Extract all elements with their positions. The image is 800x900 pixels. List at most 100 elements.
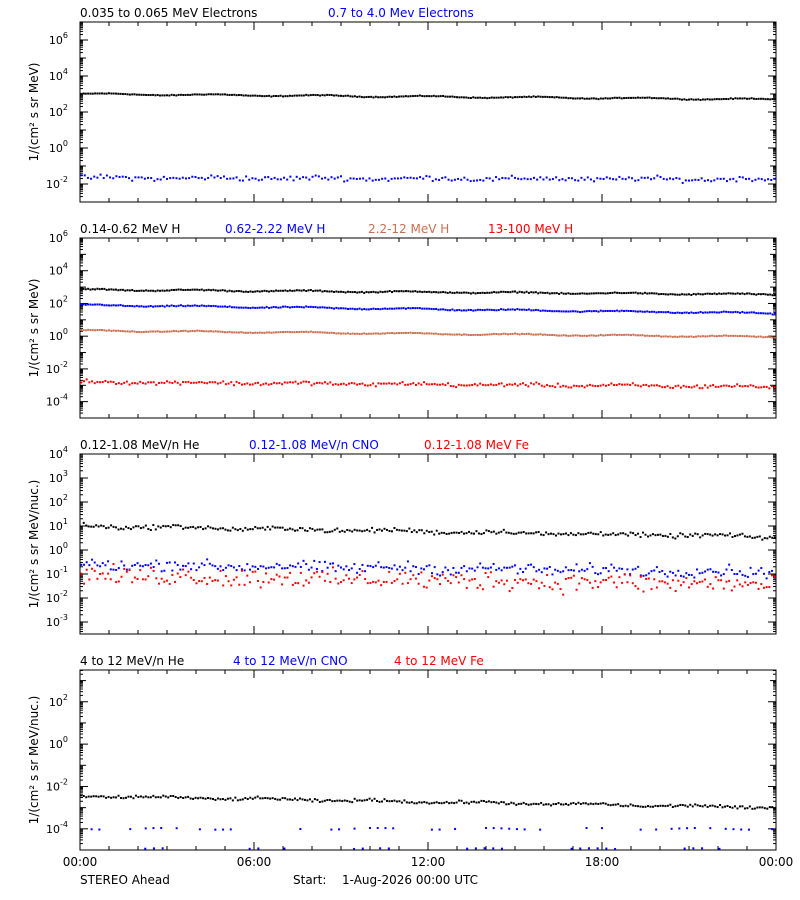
y-axis-label: 1/(cm² s sr MeV): [27, 279, 41, 378]
data-point: [504, 96, 507, 99]
data-point: [370, 332, 373, 335]
data-point: [138, 93, 141, 96]
data-point: [627, 333, 630, 336]
data-point: [500, 569, 503, 572]
data-point: [156, 94, 159, 97]
data-point: [119, 304, 122, 307]
data-point: [112, 329, 115, 332]
data-point: [688, 98, 690, 101]
data-point: [129, 828, 132, 831]
data-point: [676, 335, 679, 338]
data-point: [627, 309, 630, 312]
data-point: [337, 564, 340, 567]
data-point: [108, 329, 110, 332]
data-point: [298, 527, 301, 529]
data-point: [455, 576, 458, 579]
data-point: [518, 290, 521, 293]
data-point: [144, 847, 147, 850]
data-point: [728, 385, 731, 388]
data-point: [460, 530, 463, 533]
data-point: [621, 177, 624, 180]
plot-frame: [79, 237, 777, 419]
data-point: [585, 334, 588, 337]
data-point: [559, 803, 562, 806]
data-point: [335, 332, 338, 335]
data-point: [191, 288, 194, 291]
data-point: [634, 585, 637, 588]
data-point: [344, 94, 347, 97]
data-point: [493, 332, 496, 335]
data-point: [507, 803, 510, 806]
data-point: [607, 384, 610, 386]
data-point: [386, 95, 389, 98]
y-tick-label: 106: [49, 31, 68, 47]
data-point: [711, 804, 714, 807]
data-point: [163, 305, 166, 308]
data-point: [288, 94, 291, 97]
data-point: [773, 575, 776, 578]
data-point: [710, 180, 713, 183]
data-point: [447, 382, 450, 385]
data-point: [134, 525, 137, 528]
data-point: [80, 288, 83, 291]
data-point: [364, 570, 367, 573]
data-point: [337, 307, 340, 310]
data-point: [657, 311, 660, 314]
data-point: [462, 291, 465, 294]
data-point: [89, 92, 92, 95]
data-point: [469, 97, 472, 100]
data-point: [254, 570, 257, 573]
data-point: [160, 826, 163, 829]
data-point: [281, 797, 284, 800]
data-point: [446, 333, 449, 336]
data-point: [396, 568, 399, 571]
data-point: [428, 175, 431, 178]
data-point: [543, 584, 546, 587]
data-point: [662, 97, 665, 100]
data-point: [91, 558, 94, 561]
data-point: [606, 334, 609, 337]
data-point: [542, 178, 545, 181]
data-point: [773, 336, 776, 339]
data-point: [316, 289, 319, 292]
data-point: [701, 534, 704, 537]
data-point: [316, 94, 319, 97]
data-point: [329, 381, 332, 384]
data-point: [352, 177, 355, 180]
data-point: [367, 308, 370, 311]
data-point: [214, 330, 217, 333]
data-point: [669, 803, 672, 806]
data-point: [472, 333, 475, 336]
data-point: [754, 386, 757, 389]
data-point: [186, 330, 189, 333]
data-point: [268, 306, 271, 309]
data-point: [121, 93, 124, 96]
data-point: [727, 98, 730, 101]
data-point: [388, 570, 391, 573]
data-point: [89, 329, 92, 332]
data-point: [299, 381, 302, 384]
data-point: [415, 531, 418, 534]
data-point: [155, 577, 158, 580]
data-point: [128, 93, 131, 96]
data-point: [203, 289, 206, 292]
data-point: [372, 580, 375, 583]
legend-entry: 0.12-1.08 MeV/n He: [80, 438, 199, 452]
data-point: [588, 383, 591, 386]
data-point: [546, 309, 549, 312]
data-point: [139, 569, 142, 572]
data-point: [330, 307, 333, 310]
legend-entry: 13-100 MeV H: [488, 222, 573, 236]
data-point: [530, 582, 533, 585]
legend-entry: 0.14-0.62 MeV H: [80, 222, 180, 236]
data-point: [537, 309, 540, 312]
data-point: [460, 291, 463, 294]
data-point: [596, 177, 599, 180]
data-point: [768, 535, 771, 538]
data-point: [570, 177, 573, 180]
data-point: [473, 383, 476, 386]
data-point: [623, 97, 626, 100]
data-point: [471, 578, 474, 581]
data-point: [748, 805, 751, 808]
data-point: [685, 385, 688, 388]
